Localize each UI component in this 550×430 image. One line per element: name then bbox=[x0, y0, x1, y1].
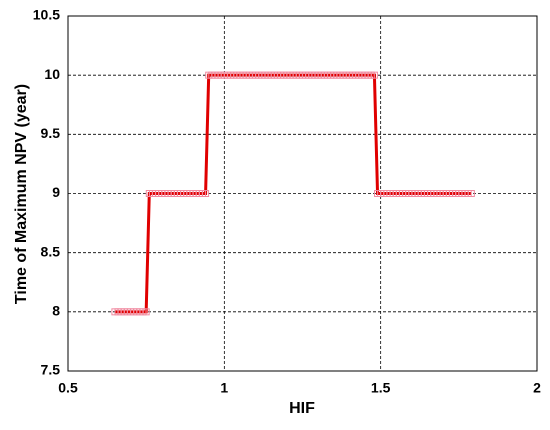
x-tick-label: 1.5 bbox=[371, 380, 391, 396]
x-tick-label: 2 bbox=[533, 380, 541, 396]
y-tick-label: 9 bbox=[52, 184, 60, 200]
x-tick-label: 0.5 bbox=[58, 380, 78, 396]
y-tick-label: 8.5 bbox=[41, 243, 61, 259]
data-marker bbox=[142, 308, 150, 316]
y-tick-label: 7.5 bbox=[41, 362, 61, 378]
y-tick-label: 9.5 bbox=[41, 125, 61, 141]
y-tick-label: 10.5 bbox=[33, 7, 60, 23]
y-tick-label: 8 bbox=[52, 303, 60, 319]
y-axis-label: Time of Maximum NPV (year) bbox=[13, 84, 30, 304]
data-marker bbox=[202, 190, 210, 197]
x-axis-label: HIF bbox=[289, 400, 315, 417]
data-marker bbox=[370, 71, 378, 79]
plot-frame bbox=[67, 15, 538, 372]
data-marker bbox=[467, 190, 475, 197]
y-tick-label: 10 bbox=[44, 66, 60, 82]
x-tick-label: 1 bbox=[220, 380, 228, 396]
